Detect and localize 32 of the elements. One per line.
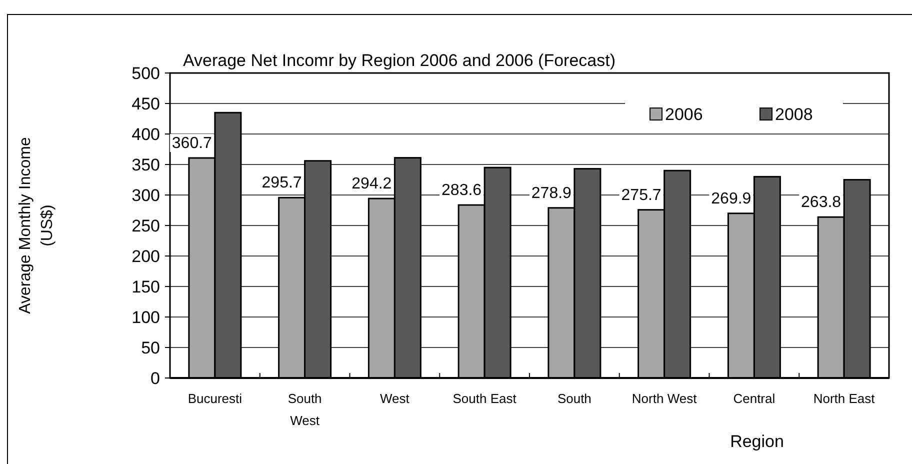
data-label: 278.9 <box>531 184 572 202</box>
x-axis-title: Region <box>730 432 784 451</box>
y-axis-title: Average Monthly Income (US$) <box>17 137 56 314</box>
data-label: 275.7 <box>621 186 662 204</box>
data-label: 269.9 <box>711 190 752 208</box>
x-tick-label: Central <box>733 391 776 406</box>
x-tick-label: North West <box>632 391 698 406</box>
y-tick-label: 500 <box>132 64 160 83</box>
legend-label: 2008 <box>775 104 813 124</box>
data-label: 283.6 <box>442 182 482 200</box>
data-label: 295.7 <box>262 174 302 192</box>
y-tick-label: 50 <box>141 338 160 358</box>
x-tick-label: North East <box>813 391 876 406</box>
y-tick-label: 400 <box>132 124 160 144</box>
x-tick-label: South East <box>452 391 517 406</box>
y-tick-label: 250 <box>132 216 160 236</box>
y-tick-label: 100 <box>132 308 160 327</box>
x-tick-label: South West <box>288 391 322 428</box>
y-tick-label: 150 <box>132 277 160 296</box>
x-tick-label: West <box>380 391 410 406</box>
legend-label: 2006 <box>665 104 703 124</box>
y-tick-label: 200 <box>132 246 160 266</box>
y-tick-label: 350 <box>132 155 160 174</box>
x-tick-label: South <box>557 391 592 406</box>
y-tick-label: 450 <box>132 94 160 114</box>
data-label: 263.8 <box>801 194 842 212</box>
data-label: 360.7 <box>172 134 212 152</box>
x-tick-label: Bucuresti <box>188 391 242 406</box>
chart-title: Average Net Incomr by Region 2006 and 2006 (Forecast) <box>183 51 616 70</box>
data-label: 294.2 <box>352 176 392 193</box>
y-tick-label: 0 <box>150 368 160 388</box>
y-tick-label: 300 <box>132 186 160 205</box>
